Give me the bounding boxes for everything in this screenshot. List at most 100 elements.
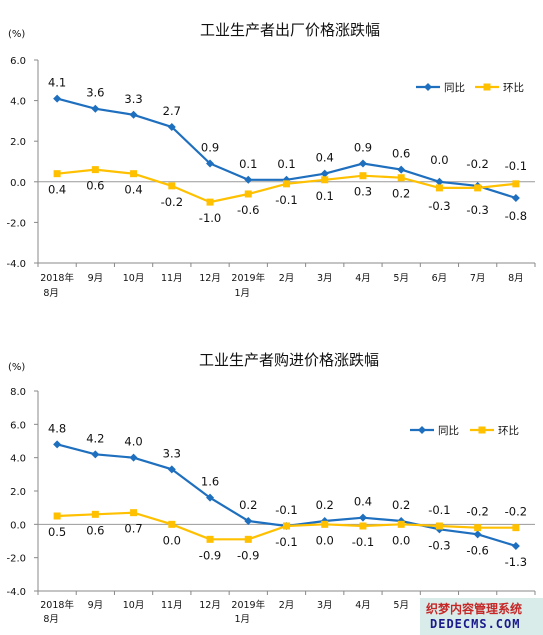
data-point-mom [206,535,214,543]
x-tick-label: 12月 [199,273,221,284]
legend-label: 环比 [503,81,524,94]
data-point-mom [244,190,252,198]
y-tick-label: 6.0 [10,420,26,431]
x-tick-label: 9月 [88,273,104,284]
data-label-mom: 0.4 [124,183,142,197]
y-tick-label: 4.0 [10,97,26,108]
data-point-mom [435,184,443,192]
data-point-mom [359,172,367,180]
data-label-mom: -0.6 [237,203,259,217]
watermark-line2: DEDECMS.COM [430,617,521,631]
data-label-mom: 0.0 [316,533,334,547]
x-tick-label: 10月 [123,600,145,611]
data-label-mom: -0.9 [199,548,221,562]
data-label-mom: -0.2 [466,505,488,519]
legend-marker [478,426,486,434]
data-label-yoy: 3.6 [86,86,104,100]
data-label-yoy: 0.9 [201,141,219,155]
x-tick-label: 3月 [317,273,333,284]
data-point-mom [53,512,61,520]
x-tick-label: 8月 [508,273,524,284]
chart-producer-purchase-prices: 工业生产者购进价格涨跌幅 (%) 8.0 6.0 4.0 2.0 0.0 -2.0 -4.0 20… [6,351,536,625]
data-label-mom: 0.2 [392,187,410,201]
data-label-mom: 0.4 [48,183,66,197]
data-label-yoy: 3.3 [124,92,142,106]
data-label-mom: 0.6 [86,523,104,537]
data-point-mom [397,520,405,528]
x-tick-label: 8月 [43,614,59,625]
y-tick-label: -2.0 [6,218,26,229]
y-tick-label: 2.0 [10,487,26,498]
data-label-mom: 0.7 [124,522,142,536]
data-point-yoy [244,517,253,525]
data-point-mom [130,170,138,178]
data-label-yoy: -0.3 [428,538,450,552]
data-point-yoy [91,104,100,113]
y-unit-label: (%) [8,29,25,40]
x-tick-label: 4月 [355,600,371,611]
data-label-mom: -0.2 [505,505,527,519]
data-point-mom [130,509,138,517]
data-point-yoy [473,530,482,539]
x-tick-label: 10月 [123,273,145,284]
x-tick-label: 4月 [355,273,371,284]
data-label-mom: -1.0 [199,211,221,225]
watermark: 织梦内容管理系统 DEDECMS.COM [420,598,543,635]
data-point-yoy [53,94,62,103]
y-tick-label: -4.0 [6,587,26,598]
x-tick-label: 2月 [279,273,295,284]
data-point-mom [359,522,367,530]
data-point-mom [283,180,290,188]
data-label-yoy: 0.2 [239,498,257,512]
y-tick-label: 2.0 [10,137,26,148]
data-point-mom [206,198,214,206]
data-label-mom: -0.1 [505,159,527,173]
data-point-yoy [53,440,62,449]
data-point-mom [283,522,290,530]
data-point-yoy [206,493,215,502]
data-point-yoy [244,175,253,184]
x-tick-label: 9月 [88,600,104,611]
x-tick-label: 6月 [432,273,448,284]
data-point-mom [91,510,99,518]
y-tick-label: 4.0 [10,454,26,465]
data-point-mom [512,180,520,188]
data-point-yoy [91,450,100,459]
data-point-mom [321,176,329,184]
data-point-mom [244,535,252,543]
data-label-mom: 0.0 [163,533,181,547]
y-tick-label: 0.0 [10,520,26,531]
data-point-mom [474,524,482,532]
data-point-yoy [511,194,520,203]
data-label-mom: -0.2 [161,195,183,209]
legend-label: 同比 [444,81,465,94]
y-tick-label: -4.0 [6,259,26,270]
data-label-yoy: -1.3 [505,555,527,569]
data-label-mom: -0.1 [428,503,450,517]
data-label-mom: -0.3 [466,203,488,217]
y-unit-label: (%) [8,362,25,373]
data-label-mom: -0.3 [428,199,450,213]
x-tick-label: 2月 [279,600,295,611]
data-point-mom [53,170,61,178]
x-tick-label: 1月 [234,614,250,625]
data-label-yoy: 4.2 [86,431,104,445]
y-tick-label: 0.0 [10,178,26,189]
data-label-mom: 0.6 [86,179,104,193]
data-label-yoy: 0.0 [430,153,448,167]
data-label-yoy: 0.9 [354,141,372,155]
data-point-yoy [511,542,520,550]
data-label-yoy: 0.1 [239,157,257,171]
data-label-yoy: 0.4 [354,495,372,509]
chart-title: 工业生产者出厂价格涨跌幅 [200,21,380,39]
x-tick-label: 2018年 [40,599,74,611]
data-label-mom: -0.1 [275,535,297,549]
data-point-yoy [358,159,367,168]
data-label-yoy: 3.3 [163,446,181,460]
watermark-line1: 织梦内容管理系统 [426,602,523,616]
y-tick-label: -2.0 [6,554,26,565]
data-point-mom [321,520,329,528]
x-tick-label: 1月 [234,288,250,299]
data-label-yoy: -0.6 [466,543,488,557]
